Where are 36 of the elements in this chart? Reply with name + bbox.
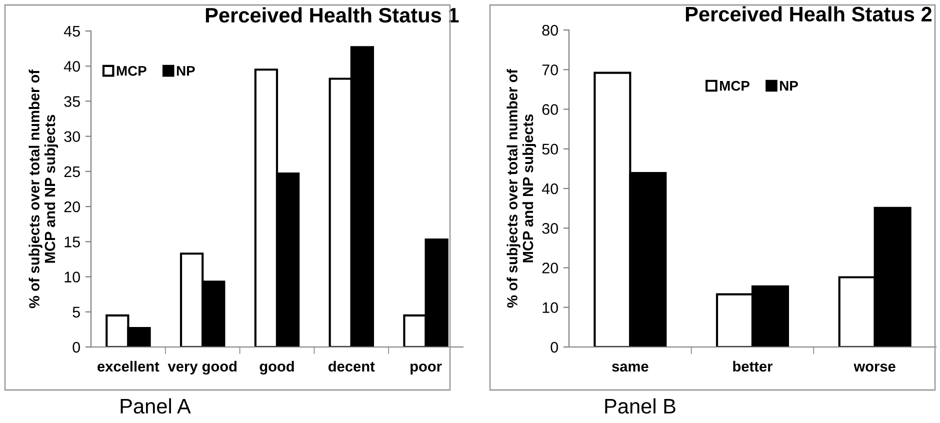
y-tick-label: 0	[72, 342, 80, 353]
y-tick-label: 30	[542, 222, 558, 234]
text: Panel B	[605, 398, 676, 414]
y-tick-label: 15	[64, 236, 80, 248]
legend-label: NP	[780, 81, 798, 91]
legend-label: MCP	[720, 80, 750, 91]
x-tick-label: worse	[854, 364, 896, 372]
y-tick-label: 10	[64, 272, 80, 282]
y-tick-label: 20	[542, 262, 558, 274]
x-tick-label: good	[260, 360, 294, 375]
x-tick-label: excellent	[98, 360, 160, 372]
y-tick-label: 80	[542, 24, 558, 36]
y-tick-label: 70	[542, 64, 558, 76]
y-tick-label: 35	[64, 96, 80, 107]
y-tick-label: 20	[64, 201, 80, 212]
legend-label: NP	[176, 66, 195, 76]
y-tick-label: 60	[542, 104, 558, 115]
legend-label: MCP	[116, 66, 146, 76]
x-tick-label: same	[612, 364, 648, 372]
x-tick-label: better	[733, 360, 773, 372]
y-tick-label: 50	[542, 144, 558, 155]
chart-title: Perceived Healh Status 2	[686, 6, 932, 22]
text: Panel A	[120, 398, 191, 414]
y-tick-label: 10	[542, 302, 558, 314]
y-axis-title: % of subjects over total number of MCP and NP subjects	[506, 68, 536, 308]
y-tick-label: 0	[550, 342, 558, 353]
x-tick-label: very good	[168, 360, 236, 375]
y-tick-label: 40	[542, 183, 558, 194]
x-tick-label: poor	[410, 364, 442, 374]
y-tick-label: 30	[64, 131, 80, 142]
y-axis-title: % of subjects over total number of MCP and NP subjects	[28, 69, 58, 308]
y-tick-label: 25	[64, 166, 80, 178]
x-tick-label: decent	[328, 360, 375, 372]
y-tick-label: 45	[64, 26, 80, 37]
y-tick-label: 40	[64, 60, 80, 72]
y-tick-label: 5	[72, 306, 80, 318]
